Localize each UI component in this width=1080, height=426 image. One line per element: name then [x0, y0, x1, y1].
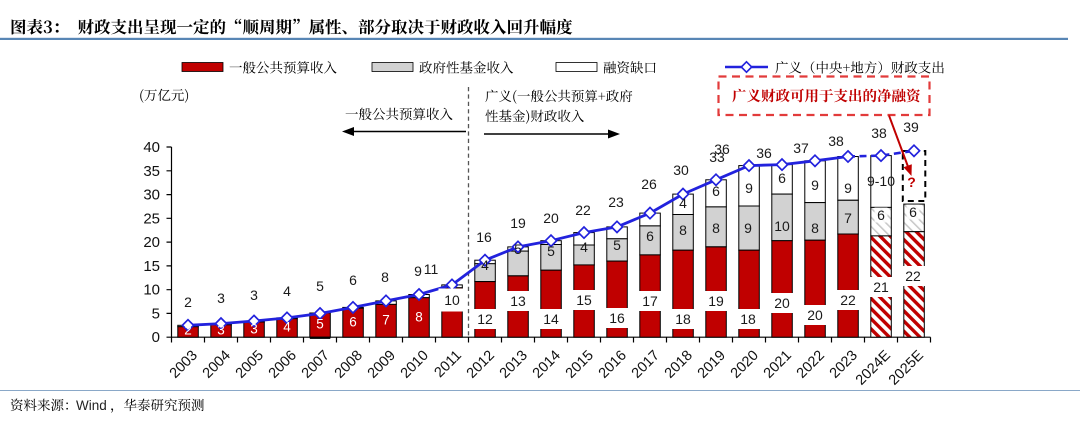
svg-text:22: 22 — [575, 202, 591, 218]
svg-text:33: 33 — [709, 149, 725, 165]
svg-text:6: 6 — [349, 315, 357, 330]
svg-text:2: 2 — [184, 323, 192, 338]
svg-text:18: 18 — [740, 311, 756, 327]
svg-text:3: 3 — [217, 290, 225, 306]
svg-text:38: 38 — [871, 125, 887, 141]
svg-text:8: 8 — [381, 269, 389, 285]
svg-text:4: 4 — [580, 239, 588, 255]
svg-text:5: 5 — [316, 278, 324, 294]
svg-text:18: 18 — [675, 311, 691, 327]
svg-text:5: 5 — [613, 237, 621, 253]
svg-text:7: 7 — [382, 313, 390, 328]
svg-text:9: 9 — [745, 180, 753, 196]
svg-text:Wind: Wind — [76, 398, 107, 413]
svg-text:19: 19 — [708, 293, 724, 309]
svg-text:20: 20 — [807, 307, 823, 323]
svg-text:38: 38 — [828, 133, 844, 149]
svg-text:6: 6 — [778, 170, 786, 186]
svg-text:6: 6 — [349, 272, 357, 288]
svg-text:23: 23 — [608, 194, 624, 210]
svg-text:15: 15 — [576, 292, 592, 308]
svg-text:15: 15 — [143, 258, 160, 275]
svg-text:5: 5 — [514, 241, 522, 257]
svg-text:10: 10 — [143, 282, 160, 299]
svg-text:22: 22 — [840, 292, 856, 308]
svg-text:40: 40 — [143, 139, 160, 156]
svg-text:39: 39 — [903, 119, 919, 135]
svg-text:20: 20 — [543, 210, 559, 226]
svg-text:6: 6 — [646, 228, 654, 244]
svg-text:35: 35 — [143, 163, 160, 180]
svg-text:6: 6 — [712, 183, 720, 199]
svg-text:8: 8 — [679, 222, 687, 238]
svg-text:10: 10 — [444, 292, 460, 308]
svg-text:21: 21 — [873, 279, 889, 295]
svg-text:2: 2 — [184, 294, 192, 310]
svg-text:8: 8 — [712, 220, 720, 236]
svg-text:3: 3 — [250, 287, 258, 303]
svg-text:8: 8 — [415, 310, 423, 325]
svg-text:4: 4 — [679, 195, 687, 211]
svg-text:20: 20 — [774, 295, 790, 311]
svg-text:6: 6 — [909, 204, 917, 220]
svg-text:16: 16 — [609, 310, 625, 326]
svg-text:0: 0 — [152, 329, 160, 346]
svg-text:8: 8 — [811, 220, 819, 236]
svg-text:9: 9 — [744, 220, 752, 236]
svg-text:4: 4 — [283, 320, 291, 335]
svg-text:37: 37 — [793, 140, 809, 156]
svg-text:?: ? — [907, 174, 916, 190]
svg-text:13: 13 — [510, 293, 526, 309]
svg-text:26: 26 — [641, 176, 657, 192]
svg-text:20: 20 — [143, 234, 160, 251]
svg-text:4: 4 — [283, 283, 291, 299]
svg-text:9-10: 9-10 — [867, 173, 895, 189]
svg-text:19: 19 — [510, 215, 526, 231]
svg-text:17: 17 — [642, 293, 658, 309]
svg-text:7: 7 — [844, 210, 852, 226]
svg-text:3: 3 — [250, 322, 258, 337]
svg-text:36: 36 — [756, 145, 772, 161]
svg-text:16: 16 — [476, 229, 492, 245]
svg-text:11: 11 — [424, 261, 439, 277]
svg-text:9: 9 — [844, 180, 852, 196]
svg-text:12: 12 — [477, 311, 493, 327]
svg-text:22: 22 — [905, 268, 921, 284]
svg-text:25: 25 — [143, 210, 160, 227]
svg-text:30: 30 — [143, 187, 160, 204]
svg-text:3: 3 — [217, 323, 225, 338]
svg-text:10: 10 — [774, 218, 790, 234]
svg-text:14: 14 — [543, 311, 559, 327]
svg-text:9: 9 — [811, 177, 819, 193]
svg-text:36: 36 — [714, 141, 730, 157]
svg-text:6: 6 — [877, 207, 885, 223]
svg-text:5: 5 — [152, 305, 160, 322]
svg-text:5: 5 — [316, 317, 324, 332]
svg-text:30: 30 — [673, 162, 689, 178]
svg-text:4: 4 — [481, 257, 489, 273]
svg-text:5: 5 — [547, 243, 555, 259]
svg-text:9: 9 — [414, 263, 422, 279]
